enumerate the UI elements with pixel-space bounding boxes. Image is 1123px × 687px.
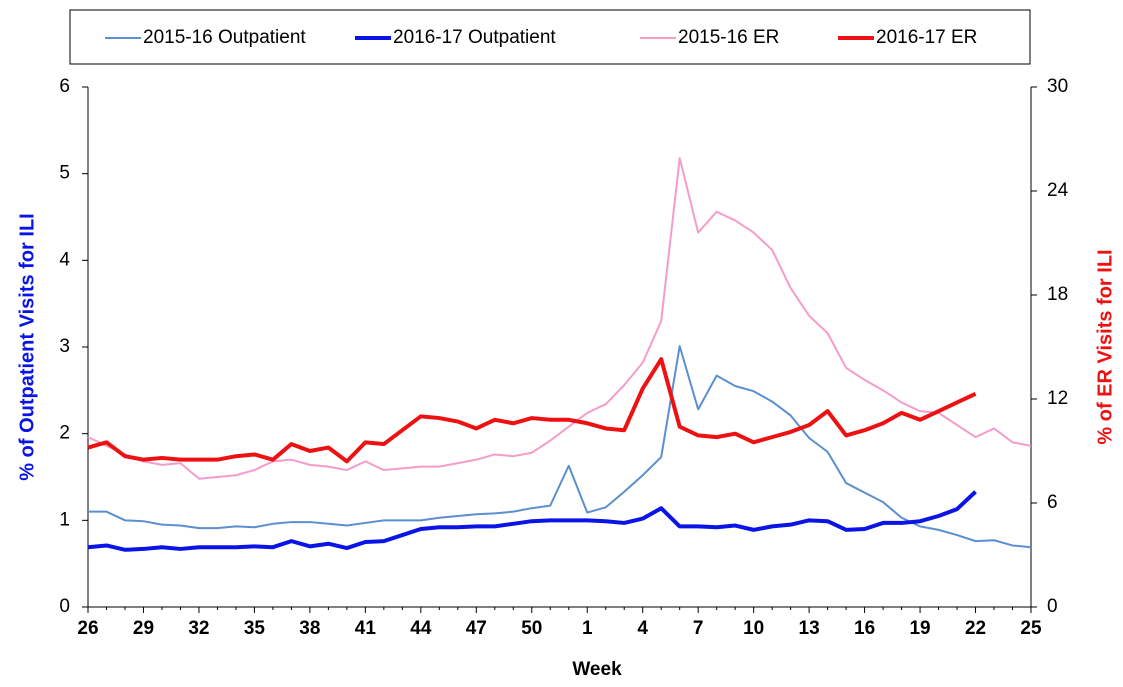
x-tick-label: 1 (582, 618, 593, 639)
y2-tick-label: 0 (1047, 596, 1058, 617)
x-tick-label: 38 (299, 618, 320, 639)
y-tick-label: 3 (59, 336, 70, 357)
series-line (87, 357, 977, 464)
y-tick-label: 2 (59, 423, 70, 444)
x-tick-label: 29 (133, 618, 154, 639)
y-axis-title: % of Outpatient Visits for ILI (16, 213, 38, 480)
x-tick-label: 10 (743, 618, 764, 639)
y-tick-label: 4 (59, 249, 70, 270)
x-tick-label: 4 (637, 618, 648, 639)
y2-tick-label: 6 (1047, 492, 1058, 513)
legend-box (69, 9, 1031, 65)
x-tick-label: 16 (854, 618, 875, 639)
x-tick-label: 41 (355, 618, 377, 639)
y-tick-label: 5 (59, 163, 70, 184)
y2-tick-label: 24 (1047, 180, 1069, 201)
legend-label: 2015-16 ER (678, 27, 779, 48)
series-line (87, 157, 1032, 480)
x-tick-label: 19 (909, 618, 930, 639)
x-tick-label: 47 (466, 618, 487, 639)
y-tick-label: 6 (59, 76, 70, 97)
y-tick-label: 1 (59, 509, 70, 530)
y2-tick-label: 12 (1047, 388, 1068, 409)
series-line (88, 345, 1032, 549)
y2-tick-label: 18 (1047, 284, 1068, 305)
x-tick-label: 50 (521, 618, 542, 639)
x-tick-label: 7 (693, 618, 704, 639)
legend-label: 2015-16 Outpatient (143, 27, 306, 48)
x-tick-label: 26 (77, 618, 98, 639)
y-tick-label: 0 (59, 596, 70, 617)
x-axis-title: Week (572, 659, 622, 680)
x-tick-label: 13 (799, 618, 820, 639)
y2-axis-title: % of ER Visits for ILI (1094, 249, 1116, 444)
y2-tick-label: 30 (1047, 76, 1068, 97)
x-tick-label: 44 (410, 618, 432, 639)
x-tick-label: 22 (965, 618, 986, 639)
x-tick-label: 32 (188, 618, 209, 639)
legend-label: 2016-17 Outpatient (393, 27, 556, 48)
x-tick-label: 35 (244, 618, 266, 639)
x-tick-label: 25 (1020, 618, 1042, 639)
legend-label: 2016-17 ER (876, 27, 977, 48)
series-line (87, 490, 977, 552)
